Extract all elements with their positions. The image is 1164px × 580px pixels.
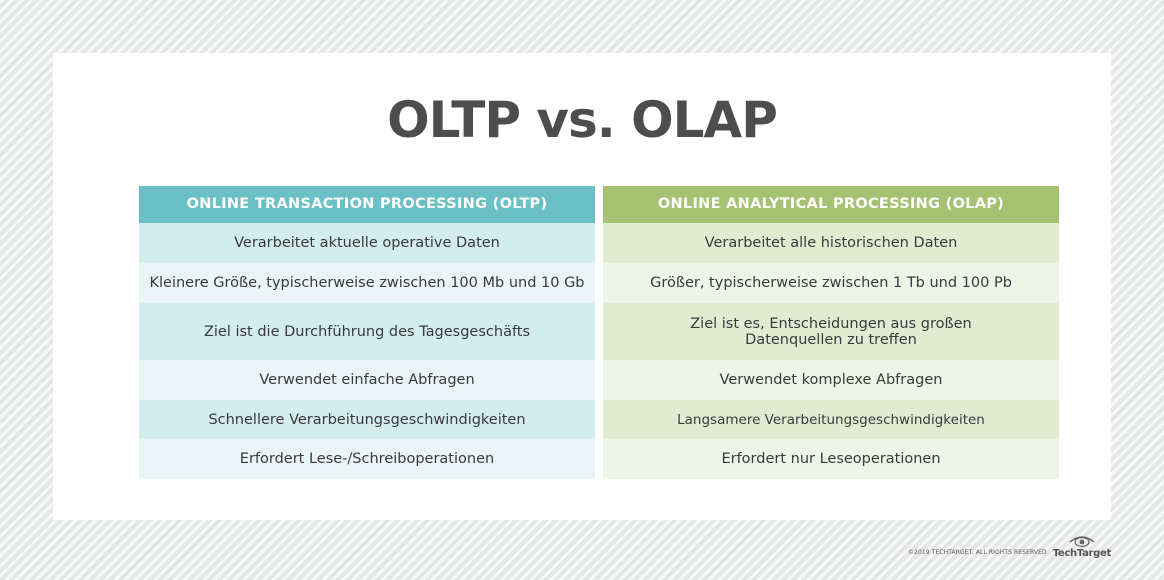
eye-icon xyxy=(1069,536,1095,548)
olap-row-4: Verwendet komplexe Abfragen xyxy=(603,360,1059,400)
olap-row-2: Größer, typischerweise zwischen 1 Tb und… xyxy=(603,263,1059,303)
oltp-row-2: Kleinere Größe, typischerweise zwischen … xyxy=(139,263,595,303)
oltp-row-5: Schnellere Verarbeitungsgeschwindigkeite… xyxy=(139,400,595,439)
oltp-row-6: Erfordert Lese-/Schreiboperationen xyxy=(139,439,595,479)
techtarget-logo: TechTarget xyxy=(1053,534,1111,559)
oltp-column: ONLINE TRANSACTION PROCESSING (OLTP) Ver… xyxy=(139,186,595,479)
olap-row-1: Verarbeitet alle historischen Daten xyxy=(603,223,1059,263)
oltp-row-4: Verwendet einfache Abfragen xyxy=(139,360,595,400)
footer: ©2019 TECHTARGET. ALL RIGHTS RESERVED Te… xyxy=(908,534,1111,559)
olap-column-header: ONLINE ANALYTICAL PROCESSING (OLAP) xyxy=(603,186,1059,223)
olap-row-5: Langsamere Verarbeitungsgeschwindigkeite… xyxy=(603,400,1059,439)
logo-wordmark: TechTarget xyxy=(1052,548,1112,559)
copyright-notice: ©2019 TECHTARGET. ALL RIGHTS RESERVED xyxy=(907,549,1047,556)
oltp-row-1: Verarbeitet aktuelle operative Daten xyxy=(139,223,595,263)
olap-row-6: Erfordert nur Leseoperationen xyxy=(603,439,1059,479)
oltp-column-header: ONLINE TRANSACTION PROCESSING (OLTP) xyxy=(139,186,595,223)
olap-row-3: Ziel ist es, Entscheidungen aus großen D… xyxy=(603,303,1059,360)
olap-column: ONLINE ANALYTICAL PROCESSING (OLAP) Vera… xyxy=(603,186,1059,479)
oltp-row-3: Ziel ist die Durchführung des Tagesgesch… xyxy=(139,303,595,360)
page-title: OLTP vs. OLAP xyxy=(387,91,778,149)
